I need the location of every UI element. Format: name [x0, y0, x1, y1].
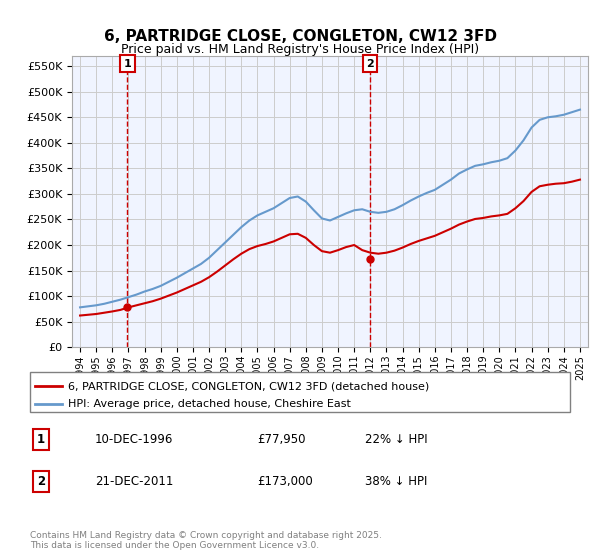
Text: £173,000: £173,000: [257, 475, 313, 488]
Text: Contains HM Land Registry data © Crown copyright and database right 2025.
This d: Contains HM Land Registry data © Crown c…: [30, 531, 382, 550]
Text: 1: 1: [124, 59, 131, 69]
Text: 2: 2: [366, 59, 374, 69]
Text: HPI: Average price, detached house, Cheshire East: HPI: Average price, detached house, Ches…: [68, 399, 350, 409]
Text: 6, PARTRIDGE CLOSE, CONGLETON, CW12 3FD (detached house): 6, PARTRIDGE CLOSE, CONGLETON, CW12 3FD …: [68, 381, 429, 391]
Text: 22% ↓ HPI: 22% ↓ HPI: [365, 433, 427, 446]
Text: £77,950: £77,950: [257, 433, 305, 446]
Text: 6, PARTRIDGE CLOSE, CONGLETON, CW12 3FD: 6, PARTRIDGE CLOSE, CONGLETON, CW12 3FD: [104, 29, 497, 44]
Text: 2: 2: [37, 475, 45, 488]
Text: 1: 1: [37, 433, 45, 446]
Text: 38% ↓ HPI: 38% ↓ HPI: [365, 475, 427, 488]
FancyBboxPatch shape: [30, 372, 570, 412]
Text: 10-DEC-1996: 10-DEC-1996: [95, 433, 173, 446]
Text: 21-DEC-2011: 21-DEC-2011: [95, 475, 173, 488]
Text: Price paid vs. HM Land Registry's House Price Index (HPI): Price paid vs. HM Land Registry's House …: [121, 43, 479, 56]
